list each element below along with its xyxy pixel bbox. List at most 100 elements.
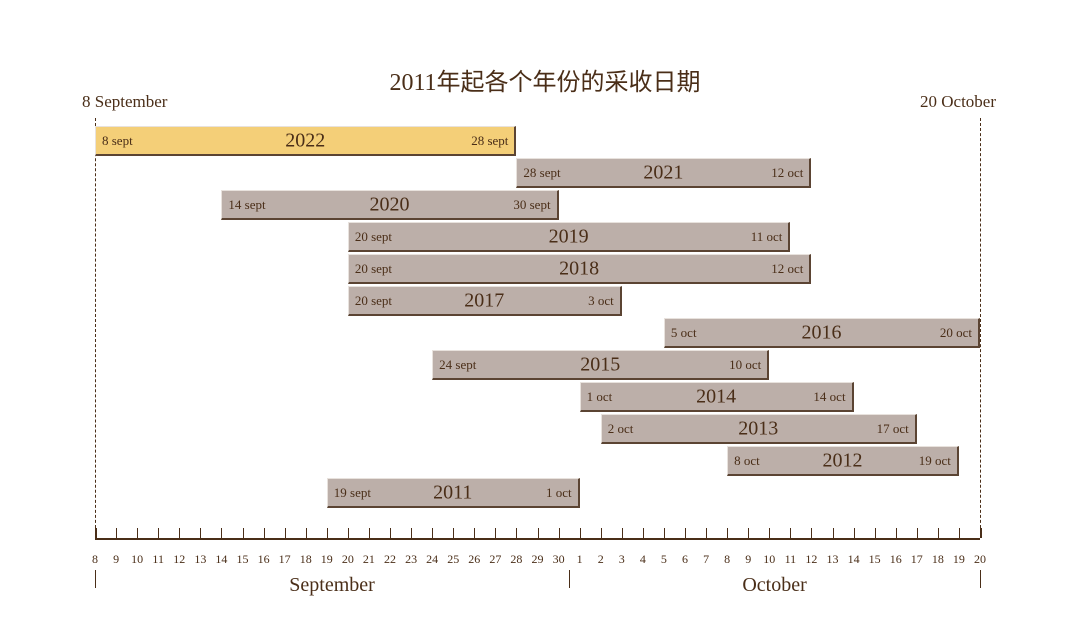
month-sep-right [980,570,981,588]
tick-label: 15 [869,552,881,567]
bar-start-label: 20 sept [355,293,392,309]
bar-start-label: 5 oct [671,325,697,341]
tick-label: 12 [173,552,185,567]
tick [538,528,539,538]
bar-year-label: 2011 [433,481,472,504]
tick-label: 17 [279,552,291,567]
month-sep-left [95,570,96,588]
tick [875,528,876,538]
tick-label: 10 [131,552,143,567]
bar-year-label: 2012 [823,449,863,472]
tick-label: 14 [215,552,227,567]
bar-2011: 19 sept20111 oct [327,478,580,508]
tick [116,528,117,538]
bar-year-label: 2020 [369,193,409,216]
bar-end-label: 19 oct [919,453,951,469]
tick [306,528,307,538]
range-start-label: 8 September [82,92,167,112]
bar-end-label: 12 oct [771,165,803,181]
bar-2014: 1 oct 2014 14 oct [580,382,854,412]
bar-year-label: 2021 [643,161,683,184]
tick-label: 16 [258,552,270,567]
tick-label: 18 [932,552,944,567]
tick-label: 17 [911,552,923,567]
tick [495,528,496,538]
month-label-left: September [289,574,375,597]
tick-label: 28 [510,552,522,567]
tick [285,528,286,538]
bar-2016: 5 oct201620 oct [664,318,980,348]
tick-label: 7 [703,552,709,567]
bar-end-label: 12 oct [771,261,803,277]
range-end-label: 20 October [920,92,996,112]
tick [243,528,244,538]
tick-label: 13 [194,552,206,567]
bar-start-label: 8 oct [734,453,760,469]
bar-start-label: 20 sept [355,229,392,245]
bar-end-label: 10 oct [729,357,761,373]
bar-year-label: 2013 [738,417,778,440]
bar-2018: 20 sept201812 oct [348,254,812,284]
bar-2019: 20 sept201911 oct [348,222,791,252]
tick-label: 24 [426,552,438,567]
tick [685,528,686,538]
bar-end-label: 28 sept [471,133,508,149]
tick-label: 4 [640,552,646,567]
tick [179,528,180,538]
tick-label: 26 [468,552,480,567]
bar-year-label: 2014 [696,385,736,408]
tick-label: 22 [384,552,396,567]
bar-end-label: 17 oct [877,421,909,437]
bar-2015: 24 sept201510 oct [432,350,769,380]
bar-start-label: 1 oct [587,389,613,405]
tick-label: 1 [577,552,583,567]
harvest-chart: 2011年起各个年份的采收日期 8 September 20 October 8… [0,0,1090,642]
tick-label: 14 [848,552,860,567]
tick-label: 2 [598,552,604,567]
tick [369,528,370,538]
bar-start-label: 8 sept [102,133,133,149]
tick [833,528,834,538]
tick-label: 21 [363,552,375,567]
bar-year-label: 2016 [801,321,841,344]
bar-year-label: 2018 [559,257,599,280]
bar-end-label: 3 oct [588,293,614,309]
tick-label: 9 [745,552,751,567]
tick [622,528,623,538]
tick [727,528,728,538]
bar-2013: 2 oct 2013 17 oct [601,414,917,444]
tick [811,528,812,538]
tick [790,528,791,538]
tick [854,528,855,538]
bar-start-label: 14 sept [228,197,265,213]
bar-year-label: 2015 [580,353,620,376]
tick [200,528,201,538]
chart-area: 8 sept202228 sept28 sept202112 oct14 sep… [95,118,980,608]
tick [643,528,644,538]
tick [432,528,433,538]
tick-label: 16 [890,552,902,567]
bar-end-label: 14 oct [813,389,845,405]
tick-label: 20 [342,552,354,567]
tick-label: 20 [974,552,986,567]
tick [959,528,960,538]
tick [390,528,391,538]
month-label-right: October [742,574,806,597]
bar-end-label: 1 oct [546,485,572,501]
tick [664,528,665,538]
bar-start-label: 2 oct [608,421,634,437]
tick [453,528,454,538]
tick [411,528,412,538]
bar-year-label: 2019 [549,225,589,248]
tick [158,528,159,538]
tick-label: 29 [532,552,544,567]
bar-year-label: 2017 [464,289,504,312]
tick-label: 27 [489,552,501,567]
bar-year-label: 2022 [285,129,325,152]
bar-2022: 8 sept 2022 28 sept [95,126,516,156]
tick [264,528,265,538]
range-end-line [980,118,981,538]
tick [601,528,602,538]
tick [516,528,517,538]
tick-label: 5 [661,552,667,567]
